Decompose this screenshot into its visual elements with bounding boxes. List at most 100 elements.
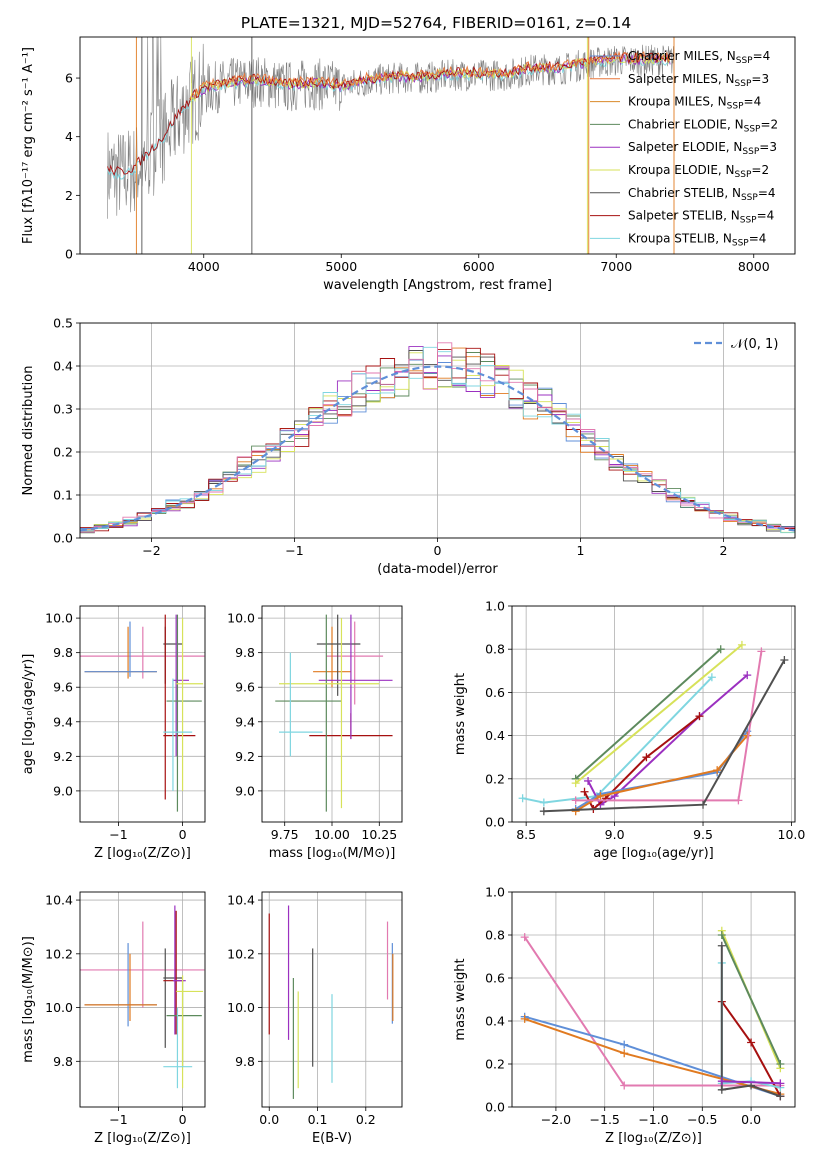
weight-line [720, 945, 781, 1098]
y-axis-label: mass weight [453, 958, 468, 1040]
legend-label: Salpeter MILES, NSSP=3 [628, 72, 769, 89]
legend: Chabrier MILES, NSSP=4 Salpeter MILES, NS… [590, 49, 778, 248]
y-tick-label: 9.6 [53, 680, 73, 695]
x-axis-label: Z [log₁₀(Z/Z⊙)] [94, 846, 191, 861]
y-tick-label: 0.2 [53, 445, 73, 460]
x-tick-label: 5000 [325, 259, 357, 274]
x-tick-label: 0.0 [741, 1112, 761, 1127]
weight-marker [743, 671, 752, 680]
weight-marker [539, 807, 548, 816]
y-tick-label: 10.0 [227, 611, 255, 626]
axes-frame [511, 605, 796, 823]
y-tick-label: 0.2 [485, 1057, 505, 1072]
y-tick-label: 0.0 [485, 1100, 505, 1115]
x-tick-label: 6000 [463, 259, 495, 274]
legend-label: Kroupa STELIB, NSSP=4 [628, 231, 766, 248]
weight-marker [707, 673, 716, 682]
legend-count: =2 [760, 117, 778, 131]
weight-line [523, 936, 781, 1087]
y-axis-label: Flux [fλ10⁻¹⁷ erg cm⁻² s⁻¹ A⁻¹] [21, 47, 36, 244]
legend-suffix: SSP [736, 56, 753, 66]
y-tick-label: 1.0 [485, 885, 505, 900]
y-tick-label: 0.4 [53, 359, 73, 374]
legend-label: Chabrier MILES, NSSP=4 [628, 49, 770, 66]
weight-marker [571, 796, 580, 805]
legend-label: Salpeter ELODIE, NSSP=3 [628, 140, 777, 157]
weight-line [575, 648, 722, 780]
plot-area [80, 606, 205, 822]
x-axis-label: E(B-V) [312, 1131, 352, 1146]
legend-suffix: SSP [744, 124, 761, 134]
legend-name: Kroupa ELODIE, N [628, 163, 735, 177]
legend-name: Salpeter ELODIE, N [628, 140, 742, 154]
y-tick-label: 0.0 [53, 531, 73, 546]
y-tick-label: 0.8 [485, 642, 505, 657]
x-tick-label: −2 [142, 543, 160, 558]
legend-count: =4 [757, 209, 775, 223]
x-tick-label: 0.0 [259, 1112, 279, 1127]
legend-count: =4 [744, 95, 762, 109]
y-tick-label: 9.6 [235, 680, 255, 695]
axes-frame [79, 891, 206, 1108]
y-tick-label: 10.4 [227, 893, 255, 908]
y-tick-label: 9.0 [235, 783, 255, 798]
x-axis-label: (data-model)/error [377, 562, 498, 577]
y-axis-label: Normed distribution [21, 366, 36, 496]
legend-label: Salpeter STELIB, NSSP=4 [628, 209, 774, 226]
weight-marker [717, 1085, 726, 1094]
x-tick-label: 0 [179, 827, 187, 842]
x-tick-label: 7000 [600, 259, 632, 274]
legend-count: =3 [759, 140, 777, 154]
y-tick-label: 4 [65, 129, 73, 144]
weight-marker [734, 796, 743, 805]
panel-spectrum: 4000 5000 6000 7000 8000 0 2 4 6 wavelength [Angs… [21, 14, 796, 293]
legend-count: =4 [753, 49, 771, 63]
weight-marker [717, 931, 726, 939]
y-tick-label: 10.0 [45, 1000, 73, 1015]
weight-line [721, 1080, 781, 1085]
legend-count: =3 [751, 72, 769, 86]
panel-weight-vs-age: 8.5 9.0 9.5 10.0 0.0 0.2 0.4 0.6 0.8 1.0 age [log₁… [453, 599, 805, 862]
x-tick-label: −1 [285, 543, 303, 558]
legend-count: =2 [751, 163, 769, 177]
weight-marker [620, 1040, 629, 1049]
y-axis-label: mass [log₁₀(M/M⊙)] [21, 936, 36, 1063]
legend-count: =4 [749, 231, 767, 245]
x-tick-label: −0.5 [687, 1112, 717, 1127]
x-tick-label: 0 [434, 543, 442, 558]
y-tick-label: 10.2 [227, 946, 255, 961]
y-tick-label: 10.2 [45, 946, 73, 961]
plot-area [80, 323, 795, 538]
x-tick-label: −1.5 [590, 1112, 620, 1127]
y-axis-label: age [log₁₀(age/yr)] [21, 654, 36, 775]
legend-name: Kroupa STELIB, N [628, 231, 732, 245]
x-tick-label: 10.00 [314, 827, 350, 842]
normal-curve [80, 365, 795, 532]
weight-marker [642, 753, 651, 762]
plot-area [512, 892, 795, 1107]
x-tick-label: 0 [179, 1112, 187, 1127]
y-tick-label: 2 [65, 188, 73, 203]
y-tick-label: 9.8 [235, 645, 255, 660]
panel-mass-vs-Z: −1 0 9.8 10.0 10.2 10.4 Z [log₁₀(Z/Z⊙)] mass [l… [21, 891, 206, 1146]
x-axis-label: Z [log₁₀(Z/Z⊙)] [605, 1131, 702, 1146]
weight-marker [571, 779, 580, 788]
weight-marker [780, 656, 789, 664]
chart-title: PLATE=1321, MJD=52764, FIBERID=0161, z=0… [241, 14, 631, 32]
axes-frame [79, 605, 206, 823]
panel-age-vs-Z: −1 0 9.0 9.2 9.4 9.6 9.8 10.0 Z [log₁₀(Z/Z⊙)] age… [21, 605, 206, 861]
y-tick-label: 0.0 [485, 815, 505, 830]
x-tick-label: 10.25 [361, 827, 397, 842]
x-tick-label: 1 [577, 543, 585, 558]
legend-name: Salpeter STELIB, N [628, 209, 740, 223]
y-tick-label: 10.0 [227, 1000, 255, 1015]
x-tick-label: −1 [109, 1112, 127, 1127]
legend-suffix: SSP [740, 216, 757, 226]
axes-frame [79, 36, 796, 255]
weight-marker [620, 1081, 629, 1090]
weight-marker [596, 792, 605, 801]
y-tick-label: 9.0 [53, 783, 73, 798]
x-tick-label: −1.0 [638, 1112, 668, 1127]
weight-line [575, 644, 743, 784]
y-tick-label: 0.6 [485, 971, 505, 986]
